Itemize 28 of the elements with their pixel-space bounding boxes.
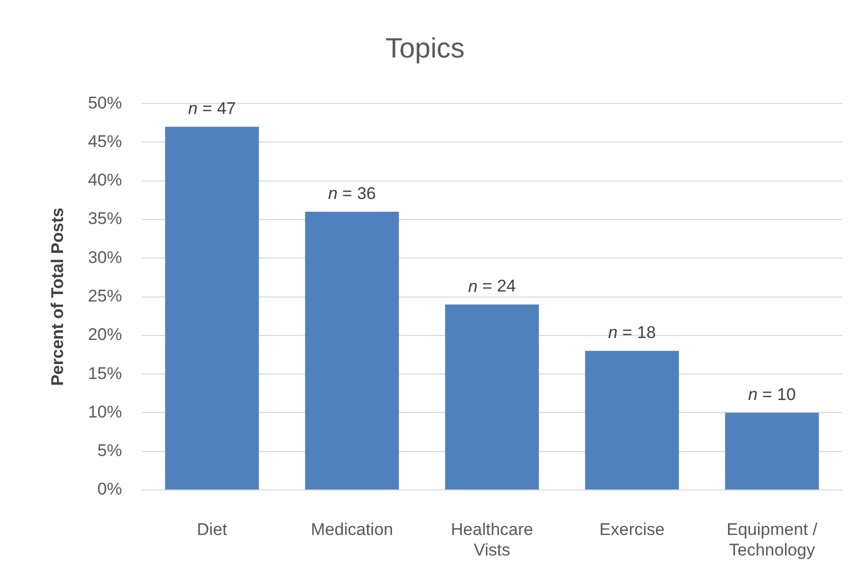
y-tick-label: 35% bbox=[88, 209, 122, 228]
chart-title: Topics bbox=[385, 32, 465, 64]
y-tick-label: 30% bbox=[88, 248, 122, 267]
bar bbox=[585, 350, 679, 490]
data-label: n = 36 bbox=[328, 184, 376, 204]
x-tick-label: Diet bbox=[196, 520, 228, 539]
bar bbox=[725, 412, 819, 490]
data-label: n = 18 bbox=[608, 323, 656, 342]
data-label: n = 47 bbox=[188, 98, 236, 118]
data-label: n = 10 bbox=[748, 384, 796, 404]
bar bbox=[445, 304, 539, 490]
y-tick-label: 20% bbox=[88, 325, 122, 344]
y-tick-label: 50% bbox=[88, 93, 122, 112]
y-tick-label: 25% bbox=[88, 286, 122, 306]
y-axis-title: Percent of Total Posts bbox=[48, 208, 67, 386]
x-tick-label: Medication bbox=[310, 520, 394, 539]
bar bbox=[165, 126, 259, 490]
y-tick-label: 5% bbox=[97, 441, 122, 460]
x-tick-label: Exercise bbox=[599, 520, 665, 539]
y-tick-label: 15% bbox=[88, 364, 122, 383]
y-tick-label: 40% bbox=[88, 170, 122, 190]
y-tick-label: 0% bbox=[97, 480, 122, 499]
y-tick-label: 45% bbox=[88, 132, 122, 151]
bar bbox=[305, 212, 399, 490]
y-tick-label: 10% bbox=[88, 402, 122, 422]
data-label: n = 24 bbox=[468, 276, 516, 296]
x-tick-label: Healthcare Vists bbox=[450, 520, 534, 560]
x-tick-label: Equipment / Technology bbox=[726, 520, 818, 560]
